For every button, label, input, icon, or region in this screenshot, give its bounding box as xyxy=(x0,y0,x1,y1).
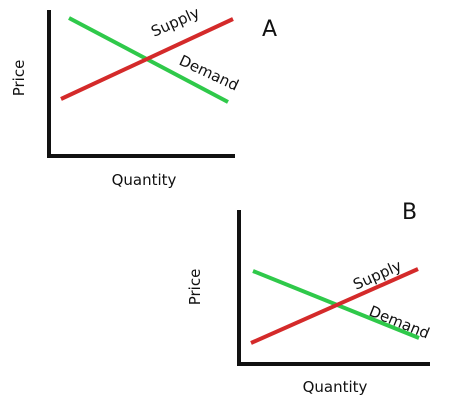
panel-a-supply-line xyxy=(60,17,234,101)
panel-b-letter: B xyxy=(402,200,417,225)
panel-b-supply-line xyxy=(250,267,419,345)
panel-a-x-axis-label: Quantity xyxy=(112,171,177,189)
panel-a-axes xyxy=(47,10,235,158)
panel-a-letter: A xyxy=(262,17,277,42)
panel-b-y-axis-label: Price xyxy=(186,269,204,306)
panel-b-demand-label: Demand xyxy=(367,302,433,343)
panel-a-y-axis-label: Price xyxy=(10,60,28,97)
panel-a-demand-label: Demand xyxy=(176,51,241,94)
panel-a: Supply Demand A Quantity Price xyxy=(10,3,277,189)
panel-b: Supply Demand B Quantity Price xyxy=(186,200,432,396)
panel-b-x-axis-label: Quantity xyxy=(303,378,368,396)
panel-b-axes xyxy=(237,210,430,366)
